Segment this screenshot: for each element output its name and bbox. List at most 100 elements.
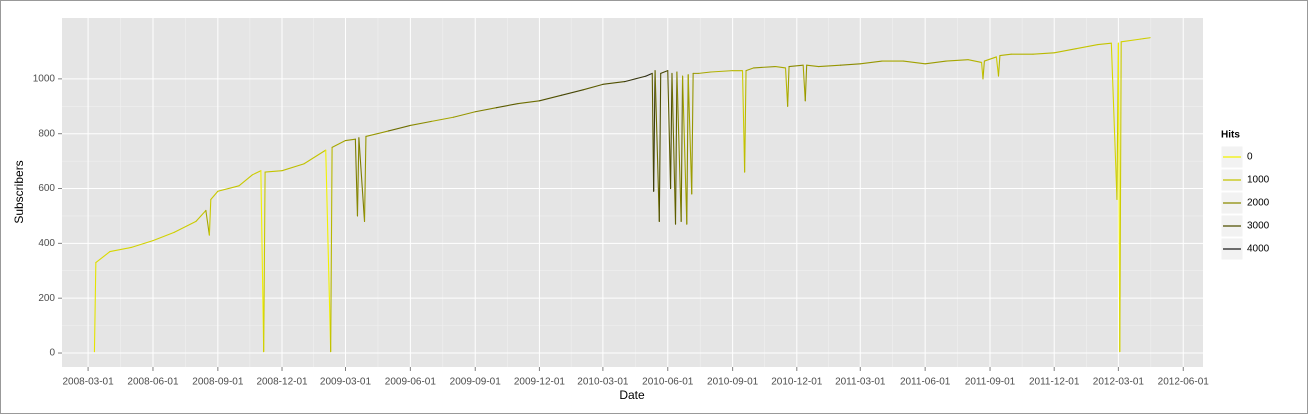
- line-segment: [1139, 37, 1151, 40]
- x-tick-label: 2008-06-01: [127, 377, 179, 388]
- line-segment: [775, 65, 787, 69]
- line-segment: [560, 89, 584, 96]
- line-segment: [788, 64, 804, 68]
- line-segment: [195, 209, 207, 222]
- line-segment: [363, 135, 367, 222]
- line-segment: [686, 74, 689, 225]
- line-segment: [130, 240, 154, 249]
- line-segment: [517, 100, 540, 105]
- line-segment: [982, 60, 985, 80]
- line-segment: [691, 72, 694, 195]
- line-segment: [251, 170, 262, 176]
- line-segment: [260, 170, 265, 353]
- line-segment: [802, 64, 806, 102]
- x-tick-label: 2008-03-01: [63, 377, 115, 388]
- line-segment: [674, 71, 678, 225]
- line-segment: [387, 124, 411, 132]
- data-lines: [93, 37, 1151, 353]
- y-axis-title: Subscribers: [12, 160, 26, 223]
- y-tick-label: 400: [38, 238, 55, 249]
- legend-label: 1000: [1247, 175, 1270, 186]
- x-tick-label: 2011-06-01: [900, 377, 951, 388]
- line-segment: [676, 71, 682, 222]
- x-tick-label: 2010-03-01: [577, 377, 629, 388]
- line-segment: [303, 149, 327, 165]
- x-tick-label: 2010-09-01: [707, 377, 759, 388]
- line-segment: [839, 63, 861, 66]
- x-tick-label: 2009-09-01: [450, 377, 502, 388]
- grid: [62, 18, 1203, 367]
- line-segment: [997, 55, 1001, 77]
- x-tick-label: 2010-12-01: [771, 377, 823, 388]
- line-segment: [409, 120, 433, 127]
- legend-label: 0: [1247, 152, 1253, 163]
- line-segment: [660, 70, 669, 74]
- line-segment: [210, 190, 219, 201]
- line-segment: [344, 138, 356, 142]
- line-segment: [924, 60, 947, 65]
- line-segment: [173, 220, 197, 233]
- y-tick-label: 200: [38, 293, 55, 304]
- line-segment: [818, 64, 842, 68]
- line-segment: [682, 75, 688, 225]
- y-tick-label: 800: [38, 128, 55, 139]
- x-tick-label: 2011-03-01: [835, 377, 886, 388]
- line-segment: [658, 72, 662, 222]
- line-segment: [1120, 38, 1141, 43]
- line-segment: [354, 138, 359, 217]
- line-segment: [95, 251, 111, 264]
- line-segment: [902, 60, 926, 65]
- line-segment: [205, 209, 210, 236]
- panel: [62, 18, 1203, 367]
- line-segment: [945, 59, 969, 62]
- line-segment: [787, 65, 790, 107]
- line-segment: [1097, 42, 1112, 46]
- line-segment: [784, 67, 789, 107]
- y-tick-label: 600: [38, 183, 55, 194]
- y-tick-label: 0: [49, 348, 55, 359]
- line-segment: [452, 111, 476, 118]
- x-tick-label: 2010-06-01: [642, 377, 694, 388]
- line-segment: [967, 59, 983, 63]
- line-segment: [281, 163, 305, 172]
- line-segment: [624, 75, 647, 83]
- legend-label: 3000: [1247, 221, 1270, 232]
- line-segment: [1032, 52, 1055, 55]
- legend-label: 4000: [1247, 244, 1270, 255]
- line-segment: [745, 67, 755, 72]
- line-segment: [217, 185, 240, 192]
- line-segment: [109, 246, 132, 253]
- x-tick-label: 2008-09-01: [192, 377, 244, 388]
- line-segment: [983, 56, 997, 62]
- line-segment: [671, 72, 677, 225]
- line-segment: [859, 60, 883, 65]
- line-segment: [602, 81, 626, 85]
- line-segment: [474, 107, 497, 113]
- line-segment: [698, 71, 712, 74]
- x-tick-label: 2009-03-01: [320, 377, 372, 388]
- legend-label: 2000: [1247, 198, 1270, 209]
- line-segment: [1110, 42, 1118, 201]
- line-segment: [538, 94, 562, 102]
- line-segment: [1053, 48, 1077, 54]
- line-segment: [680, 75, 684, 222]
- y-tick-label: 1000: [33, 74, 56, 85]
- line-segment: [358, 137, 366, 222]
- line-segment: [93, 261, 97, 353]
- line-segment: [430, 116, 454, 122]
- x-tick-label: 2009-06-01: [385, 377, 437, 388]
- line-segment: [356, 137, 360, 217]
- line-segment: [806, 64, 820, 68]
- line-segment: [670, 72, 673, 190]
- line-segment: [667, 70, 672, 190]
- x-tick-label: 2012-06-01: [1158, 377, 1210, 388]
- line-segment: [687, 74, 693, 195]
- line-segment: [1075, 44, 1099, 50]
- line-segment: [238, 174, 253, 187]
- line-segment: [741, 70, 746, 173]
- line-segment: [753, 65, 777, 69]
- line-segment: [495, 102, 519, 109]
- x-tick-label: 2011-12-01: [1029, 377, 1080, 388]
- line-segment: [995, 56, 1000, 77]
